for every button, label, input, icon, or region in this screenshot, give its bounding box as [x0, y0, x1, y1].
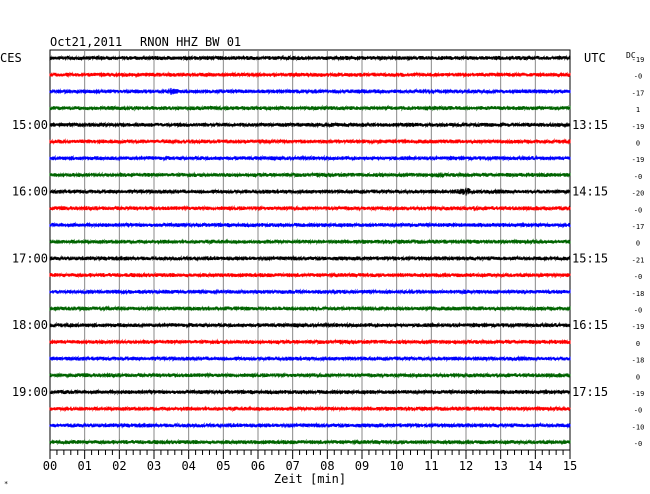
x-tick-label: 05 — [216, 459, 230, 473]
trace-row-23 — [49, 438, 571, 446]
dc-offset-label: 1 — [636, 106, 640, 114]
dc-offset-label: 0 — [636, 140, 640, 148]
trace-row-20 — [49, 388, 571, 396]
trace-row-21 — [49, 405, 571, 413]
recording-date: Oct21,2011 — [50, 35, 122, 49]
trace-row-4 — [49, 121, 571, 129]
dc-offset-label: -17 — [632, 223, 645, 231]
dc-offset-label: -0 — [634, 273, 642, 281]
dc-offset-label: -17 — [632, 89, 645, 97]
trace-row-12 — [49, 254, 571, 262]
trace-row-6 — [49, 154, 571, 162]
x-tick-label: 11 — [424, 459, 438, 473]
trace-row-2 — [49, 87, 571, 96]
x-tick-label: 13 — [493, 459, 507, 473]
left-hour-label: 16:00 — [12, 185, 48, 199]
trace-row-8 — [49, 187, 571, 196]
trace-row-14 — [49, 288, 571, 296]
dc-offset-label: -0 — [634, 173, 642, 181]
dc-offset-label: -21 — [632, 256, 645, 264]
trace-row-7 — [49, 171, 571, 179]
x-tick-label: 06 — [251, 459, 265, 473]
right-hour-label: 17:15 — [572, 385, 608, 399]
dc-offset-label: -0 — [634, 307, 642, 315]
right-hour-label: 13:15 — [572, 118, 608, 132]
x-axis: 00 01 02 03 04 05 06 07 08 09 10 11 12 13 14 15 — [43, 450, 577, 473]
x-tick-label: 02 — [112, 459, 126, 473]
trace-row-19 — [49, 371, 571, 379]
x-tick-label: 04 — [181, 459, 195, 473]
right-hour-label: 15:15 — [572, 251, 608, 265]
dc-offset-label: -0 — [634, 73, 642, 81]
x-tick-label: 03 — [147, 459, 161, 473]
plot-frame — [49, 49, 571, 451]
trace-row-1 — [49, 71, 571, 79]
left-hour-label: 18:00 — [12, 318, 48, 332]
dc-offset-label: -19 — [632, 123, 645, 131]
dc-offset-label: 0 — [636, 240, 640, 248]
dc-offset-header: DC — [626, 51, 636, 60]
grid — [49, 49, 571, 451]
trace-row-10 — [49, 221, 571, 229]
x-axis-label: Zeit [min] — [274, 472, 346, 486]
trace-row-17 — [49, 338, 571, 346]
trace-row-16 — [49, 321, 571, 329]
x-tick-label: 12 — [459, 459, 473, 473]
dc-offset-label: -19 — [632, 56, 645, 64]
dc-offset-label: -19 — [632, 390, 645, 398]
dc-offset-label: 0 — [636, 373, 640, 381]
station-label: RNON HHZ BW 01 — [140, 35, 241, 49]
x-tick-label: 10 — [389, 459, 403, 473]
dc-offset-label: -20 — [632, 190, 645, 198]
trace-row-0 — [49, 54, 571, 62]
right-hour-label: 14:15 — [572, 185, 608, 199]
x-tick-label: 01 — [77, 459, 91, 473]
right-hour-label: 16:15 — [572, 318, 608, 332]
right-timezone-label: UTC — [584, 51, 606, 65]
dc-offset-label: -0 — [634, 206, 642, 214]
dc-offset-label: -18 — [632, 357, 645, 365]
dc-offset-label: 0 — [636, 340, 640, 348]
dc-offset-label: -19 — [632, 323, 645, 331]
dc-offset-label: -0 — [634, 440, 642, 448]
x-tick-label: 14 — [528, 459, 542, 473]
time-labels: -19 -0 -17 1 -19 0 -19 -0 -20 -0 -17 0 -21 -0 -18 -0 -19… — [12, 56, 644, 448]
left-hour-label: 17:00 — [12, 251, 48, 265]
trace-row-11 — [49, 238, 571, 246]
x-tick-label: 00 — [43, 459, 57, 473]
left-hour-label: 15:00 — [12, 118, 48, 132]
x-tick-label: 08 — [320, 459, 334, 473]
trace-row-3 — [49, 104, 571, 112]
corner-mark: * — [4, 480, 8, 488]
trace-row-18 — [49, 355, 571, 363]
left-hour-label: 19:00 — [12, 385, 48, 399]
left-timezone-label: CES — [0, 51, 22, 65]
trace-row-15 — [49, 305, 571, 313]
x-tick-label: 07 — [285, 459, 299, 473]
trace-row-22 — [49, 421, 571, 429]
trace-group — [49, 54, 571, 446]
x-tick-label: 09 — [355, 459, 369, 473]
trace-row-9 — [49, 204, 571, 212]
dc-offset-label: -10 — [632, 423, 645, 431]
trace-row-5 — [49, 137, 571, 146]
trace-row-13 — [49, 271, 571, 279]
dc-offset-label: -19 — [632, 156, 645, 164]
dc-offset-label: -18 — [632, 290, 645, 298]
dc-offset-label: -0 — [634, 407, 642, 415]
x-tick-label: 15 — [563, 459, 577, 473]
